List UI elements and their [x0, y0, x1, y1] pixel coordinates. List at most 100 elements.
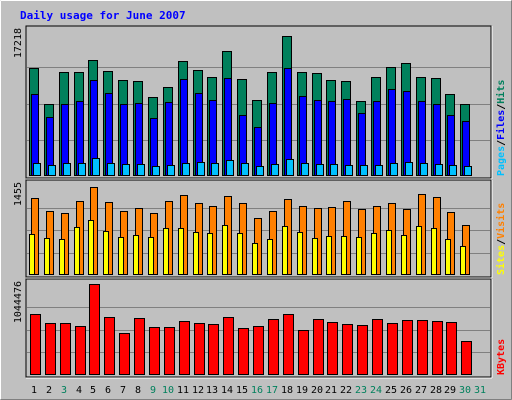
day-label: 17 — [266, 385, 278, 396]
side-legend-separator: / — [496, 104, 507, 110]
bar-sites — [237, 233, 243, 275]
bar-kbytes — [208, 324, 219, 375]
day-label: 5 — [90, 385, 96, 396]
bar-files — [373, 101, 381, 176]
y-max-label: 1044476 — [13, 281, 24, 323]
bar-sites — [193, 232, 199, 275]
bar-files — [343, 99, 351, 176]
bar-pages — [345, 165, 353, 176]
day-label: 23 — [355, 385, 367, 396]
panel-hits-files-pages: 17218 Pages/Files/Hits — [13, 25, 507, 180]
day-label: 12 — [192, 385, 204, 396]
bar-sites — [148, 237, 154, 275]
bar-pages — [152, 166, 160, 176]
side-legend: KBytes — [496, 339, 507, 375]
day-label: 15 — [236, 385, 248, 396]
bar-kbytes — [283, 314, 294, 375]
day-label: 31 — [474, 385, 486, 396]
bar-sites — [207, 233, 213, 275]
day-label: 18 — [281, 385, 293, 396]
bar-kbytes — [342, 324, 353, 375]
bar-kbytes — [268, 319, 279, 375]
day-label: 9 — [150, 385, 156, 396]
side-legend: Pages/Files/Hits — [495, 80, 507, 176]
bars-visits-sites — [29, 187, 470, 275]
bar-sites — [386, 230, 392, 275]
day-label: 25 — [385, 385, 397, 396]
bar-sites — [312, 238, 318, 275]
bar-sites — [341, 236, 347, 275]
day-label: 11 — [177, 385, 189, 396]
bar-kbytes — [45, 323, 56, 375]
bar-pages — [107, 163, 115, 176]
bar-pages — [92, 158, 100, 176]
bar-sites — [431, 228, 437, 275]
bar-pages — [286, 159, 294, 176]
bar-sites — [222, 225, 228, 275]
y-max-label: 17218 — [13, 28, 24, 58]
bar-pages — [197, 162, 205, 176]
bar-kbytes — [104, 317, 115, 375]
bar-pages — [48, 165, 56, 176]
day-label: 10 — [162, 385, 174, 396]
side-legend-separator: / — [496, 140, 507, 146]
day-label: 16 — [251, 385, 263, 396]
day-label: 4 — [76, 385, 82, 396]
day-label: 21 — [325, 385, 337, 396]
bar-kbytes — [372, 319, 383, 375]
y-max-label: 1455 — [13, 182, 24, 206]
bar-files — [180, 79, 188, 176]
bar-sites — [178, 228, 184, 275]
day-label: 24 — [370, 385, 382, 396]
day-label: 1 — [31, 385, 37, 396]
side-legend-hits: Hits — [495, 80, 507, 104]
bar-pages — [63, 163, 71, 176]
day-label: 30 — [459, 385, 471, 396]
day-axis-labels: 1 2 3 4 5 6 7 8 9 10 11 12 13 14 15 16 17 18 19 20 21 22 23 24 2… — [31, 385, 486, 396]
bar-kbytes — [60, 323, 71, 375]
bar-pages — [226, 160, 234, 176]
bar-sites — [44, 238, 50, 275]
bar-pages — [405, 162, 413, 176]
bar-sites — [371, 233, 377, 275]
chart-panels: 17218 Pages/Files/Hits 1455 Sites/Visits 104… — [13, 25, 507, 379]
bar-pages — [256, 166, 264, 176]
bar-sites — [103, 231, 109, 275]
bar-kbytes — [149, 327, 160, 375]
side-legend-files: Files — [495, 110, 507, 140]
bar-pages — [360, 165, 368, 176]
day-label: 27 — [415, 385, 427, 396]
day-label: 6 — [105, 385, 111, 396]
bar-sites — [326, 236, 332, 275]
bar-kbytes — [223, 317, 234, 375]
bar-kbytes — [432, 321, 443, 375]
day-label: 13 — [206, 385, 218, 396]
bar-pages — [375, 165, 383, 176]
bar-kbytes — [313, 319, 324, 375]
bar-kbytes — [327, 322, 338, 375]
day-label: 26 — [400, 385, 412, 396]
bar-sites — [118, 237, 124, 275]
bar-sites — [356, 237, 362, 275]
bar-sites — [282, 226, 288, 275]
bar-files — [165, 102, 173, 176]
bar-kbytes — [119, 333, 130, 375]
bar-kbytes — [164, 327, 175, 375]
bar-pages — [211, 163, 219, 176]
bar-sites — [445, 239, 451, 275]
bar-pages — [301, 163, 309, 176]
bar-sites — [460, 246, 466, 275]
side-legend: Sites/Visits — [495, 203, 507, 275]
bar-sites — [252, 243, 258, 275]
bar-pages — [330, 164, 338, 176]
bar-sites — [267, 239, 273, 275]
bar-sites — [297, 232, 303, 275]
day-label: 7 — [120, 385, 126, 396]
day-label: 28 — [430, 385, 442, 396]
bar-sites — [29, 234, 35, 275]
day-label: 2 — [46, 385, 52, 396]
bar-sites — [74, 227, 80, 275]
chart-title: Daily usage for June 2007 — [20, 9, 186, 22]
panel-visits-sites: 1455 Sites/Visits — [13, 179, 507, 279]
